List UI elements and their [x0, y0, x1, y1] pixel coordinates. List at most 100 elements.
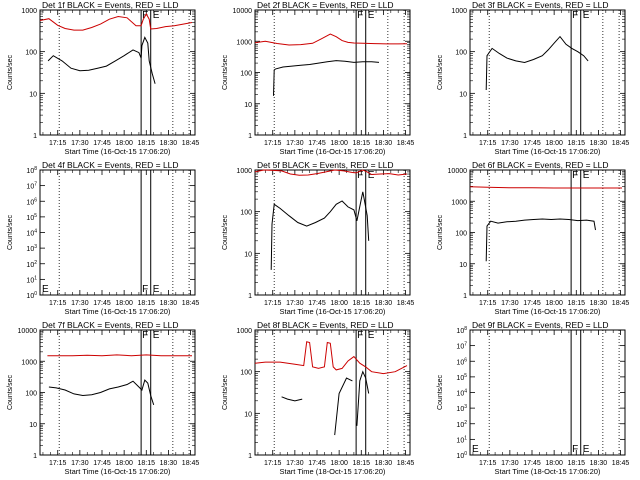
series-events: [47, 36, 156, 84]
series-events-b: [334, 370, 370, 436]
x-tick-label: 17:45: [93, 140, 111, 147]
panel-title: Det 8f BLACK = Events, RED = LLD: [257, 320, 394, 330]
y-tick-label: 107: [26, 182, 37, 191]
series-lld: [254, 169, 408, 176]
marker-E: E: [153, 330, 160, 341]
marker-F: F: [142, 284, 148, 295]
x-tick-label: 18:45: [182, 460, 200, 467]
x-tick-label: 18:15: [138, 140, 156, 147]
y-tick-label: 100: [26, 291, 37, 300]
detector-panel-3: Det 3f BLACK = Events, RED = LLD 1 10 100 10…: [437, 0, 629, 156]
plot-frame: [469, 9, 626, 136]
y-tick-label: 10: [29, 422, 37, 429]
y-tick-label: 102: [26, 260, 37, 269]
x-tick-label: 18:45: [397, 140, 415, 147]
y-axis-label: Counts/sec: [437, 374, 444, 410]
series-events: [48, 379, 155, 406]
y-tick-label: 10: [459, 91, 467, 98]
x-tick-label: 18:45: [612, 140, 630, 147]
y-tick-label: 1000: [451, 8, 467, 15]
x-tick-label: 18:30: [375, 140, 393, 147]
series-events: [270, 191, 370, 270]
y-axis-label: Counts/sec: [437, 54, 444, 90]
marker-E: E: [583, 10, 590, 21]
x-tick-label: 17:15: [49, 300, 67, 307]
y-tick-label: 10: [244, 411, 252, 418]
series-events: [485, 218, 596, 262]
y-tick-label: 100: [25, 391, 37, 398]
detector-panel-9: Det 9f BLACK = Events, RED = LLD 100 101 10…: [437, 320, 629, 476]
detector-panel-1: Det 1f BLACK = Events, RED = LLD 1 10 100 10…: [7, 0, 199, 156]
x-tick-label: 17:45: [308, 140, 326, 147]
y-tick-label: 100: [455, 231, 467, 238]
x-tick-label: 18:45: [182, 140, 200, 147]
y-axis-label: Counts/sec: [437, 214, 444, 250]
y-tick-label: 107: [456, 342, 467, 351]
y-tick-label: 100: [240, 71, 252, 78]
x-tick-label: 17:15: [479, 300, 497, 307]
y-tick-label: 10000: [18, 328, 38, 335]
x-tick-label: 18:15: [568, 460, 586, 467]
x-axis-label: Start Time (18-Oct-15 17:06:20): [280, 467, 386, 476]
series-events: [281, 396, 303, 402]
x-axis-label: Start Time (16-Oct-15 17:06:20): [495, 307, 601, 316]
x-tick-label: 18:45: [397, 300, 415, 307]
marker-E-left: E: [472, 444, 479, 455]
y-tick-label: 1: [248, 293, 252, 300]
plot-frame: [254, 9, 411, 136]
y-tick-label: 1: [33, 453, 37, 460]
x-tick-label: 18:00: [330, 460, 348, 467]
x-tick-label: 17:45: [523, 460, 541, 467]
y-tick-label: 10: [459, 262, 467, 269]
x-tick-label: 17:30: [71, 460, 89, 467]
y-tick-label: 108: [456, 326, 467, 335]
y-tick-label: 10: [244, 251, 252, 258]
y-tick-label: 103: [26, 244, 37, 253]
x-tick-label: 17:30: [286, 460, 304, 467]
x-tick-label: 18:15: [353, 300, 371, 307]
detector-panel-8: Det 8f BLACK = Events, RED = LLD 1 10 100 10…: [222, 320, 414, 476]
y-tick-label: 106: [456, 357, 467, 366]
detector-panel-4: Det 4f BLACK = Events, RED = LLD 100 101 10…: [7, 160, 199, 316]
x-tick-label: 18:45: [397, 460, 415, 467]
y-tick-label: 104: [456, 389, 467, 398]
x-tick-label: 18:00: [115, 140, 133, 147]
panel-title: Det 4f BLACK = Events, RED = LLD: [42, 160, 179, 170]
x-axis-label: Start Time (16-Oct-15 17:06:20): [65, 467, 171, 476]
x-tick-label: 18:15: [568, 140, 586, 147]
panel-title: Det 5f BLACK = Events, RED = LLD: [257, 160, 394, 170]
x-tick-label: 17:15: [264, 460, 282, 467]
y-tick-label: 100: [455, 50, 467, 57]
panel-title: Det 6f BLACK = Events, RED = LLD: [472, 160, 609, 170]
marker-F: F: [142, 330, 148, 341]
marker-E: E: [368, 10, 375, 21]
plot-frame: [39, 169, 196, 296]
x-tick-label: 18:00: [330, 140, 348, 147]
plot-frame: [39, 329, 196, 456]
x-tick-label: 17:30: [501, 300, 519, 307]
x-tick-label: 18:00: [115, 300, 133, 307]
x-tick-label: 18:00: [115, 460, 133, 467]
x-tick-label: 18:15: [353, 140, 371, 147]
detector-panel-7: Det 7f BLACK = Events, RED = LLD 1 10 100 10…: [7, 320, 199, 476]
x-tick-label: 17:15: [264, 300, 282, 307]
x-tick-label: 17:45: [93, 460, 111, 467]
x-axis-label: Start Time (16-Oct-15 17:06:20): [65, 307, 171, 316]
x-tick-label: 17:15: [49, 460, 67, 467]
y-tick-label: 1000: [236, 328, 252, 335]
x-tick-label: 18:45: [182, 300, 200, 307]
y-tick-label: 100: [240, 370, 252, 377]
x-tick-label: 18:30: [375, 300, 393, 307]
panel-title: Det 7f BLACK = Events, RED = LLD: [42, 320, 179, 330]
x-tick-label: 18:45: [612, 460, 630, 467]
y-tick-label: 1000: [236, 168, 252, 175]
y-tick-label: 105: [456, 373, 467, 382]
series-lld: [469, 186, 622, 189]
x-tick-label: 18:30: [160, 300, 178, 307]
y-tick-label: 1000: [21, 359, 37, 366]
y-tick-label: 105: [26, 213, 37, 222]
plot-frame: [254, 169, 411, 296]
x-tick-label: 17:45: [93, 300, 111, 307]
x-tick-label: 18:30: [160, 140, 178, 147]
y-tick-label: 1: [463, 293, 467, 300]
